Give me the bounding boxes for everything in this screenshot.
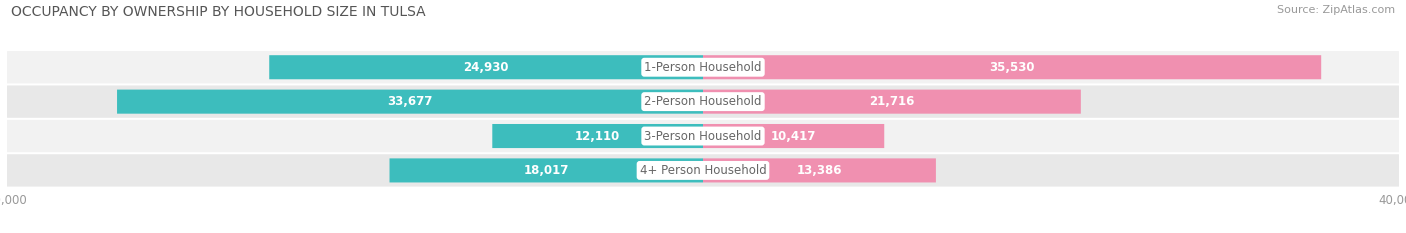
Text: 10,417: 10,417	[770, 130, 817, 143]
Text: Source: ZipAtlas.com: Source: ZipAtlas.com	[1277, 5, 1395, 15]
Text: 33,677: 33,677	[387, 95, 433, 108]
Text: 21,716: 21,716	[869, 95, 915, 108]
FancyBboxPatch shape	[269, 55, 703, 79]
Text: 13,386: 13,386	[797, 164, 842, 177]
Text: 12,110: 12,110	[575, 130, 620, 143]
FancyBboxPatch shape	[492, 124, 703, 148]
FancyBboxPatch shape	[7, 154, 1399, 187]
FancyBboxPatch shape	[7, 120, 1399, 152]
Text: 24,930: 24,930	[464, 61, 509, 74]
FancyBboxPatch shape	[7, 86, 1399, 118]
FancyBboxPatch shape	[7, 51, 1399, 83]
Text: 3-Person Household: 3-Person Household	[644, 130, 762, 143]
Text: 18,017: 18,017	[523, 164, 569, 177]
FancyBboxPatch shape	[703, 55, 1322, 79]
FancyBboxPatch shape	[703, 124, 884, 148]
Text: 4+ Person Household: 4+ Person Household	[640, 164, 766, 177]
FancyBboxPatch shape	[389, 158, 703, 182]
Text: 35,530: 35,530	[990, 61, 1035, 74]
FancyBboxPatch shape	[117, 90, 703, 114]
FancyBboxPatch shape	[703, 90, 1081, 114]
Text: 2-Person Household: 2-Person Household	[644, 95, 762, 108]
FancyBboxPatch shape	[703, 158, 936, 182]
Legend: Owner-occupied, Renter-occupied: Owner-occupied, Renter-occupied	[579, 232, 827, 233]
Text: 1-Person Household: 1-Person Household	[644, 61, 762, 74]
Text: OCCUPANCY BY OWNERSHIP BY HOUSEHOLD SIZE IN TULSA: OCCUPANCY BY OWNERSHIP BY HOUSEHOLD SIZE…	[11, 5, 426, 19]
